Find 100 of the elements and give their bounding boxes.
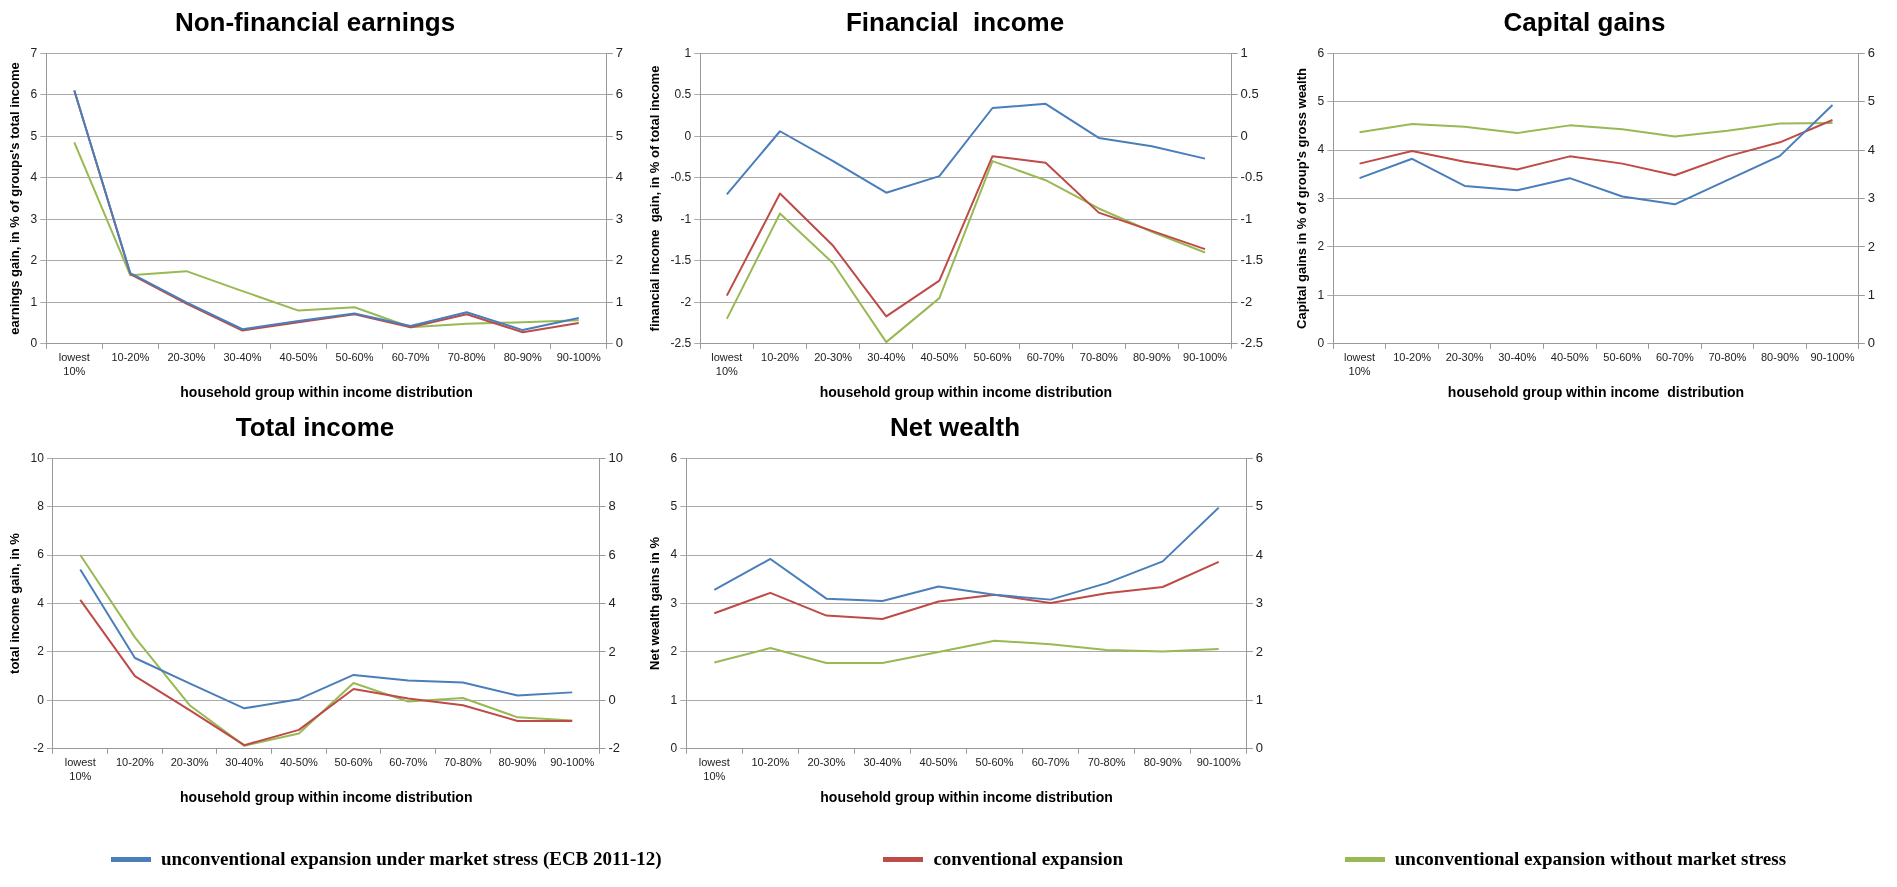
y2-tick-label: 2 (608, 643, 616, 659)
y2-tick-label: -2 (1240, 293, 1253, 309)
x-tick-label: 40-50% (279, 351, 318, 364)
y2-tick-label: -1 (1240, 210, 1253, 226)
x-tick-label: 80-90% (503, 351, 542, 364)
x-tick-label: 50-60% (1603, 351, 1642, 364)
x-tick-label: 20-30% (170, 756, 209, 769)
x-tick-label: 20-30% (807, 756, 846, 769)
x-tick-label: 10-20% (115, 756, 155, 769)
y-tick-label: 6 (670, 450, 678, 465)
x-tick-label: 20-30% (167, 351, 206, 364)
y-tick-label: 0 (670, 741, 678, 756)
chart-title: Non-financial earnings (174, 6, 456, 37)
y2-tick-label: 5 (615, 127, 623, 143)
x-tick-label: 80-90% (1132, 351, 1172, 364)
y2-tick-label: 4 (608, 595, 616, 611)
y2-tick-label: 2 (1867, 238, 1875, 254)
x-axis-title: household group within income distribution (180, 789, 473, 806)
y-tick-label: 5 (30, 128, 38, 143)
y2-tick-label: 0 (608, 691, 616, 707)
x-tick-label: lowest 10% (1343, 351, 1376, 377)
x-tick-label: 30-40% (867, 351, 906, 364)
x-tick-label: 60-70% (1655, 351, 1695, 364)
y-tick-label: 3 (1317, 190, 1325, 205)
x-tick-label: 90-100% (1810, 351, 1855, 364)
y-tick-label: 2 (1317, 239, 1325, 254)
y-tick-label: 4 (30, 170, 38, 185)
x-tick-label: 50-60% (334, 756, 373, 769)
y2-tick-label: 5 (1255, 498, 1263, 514)
y-tick-label: 5 (1317, 93, 1325, 108)
y-tick-label: 0 (1317, 336, 1325, 351)
y-tick-label: -1 (680, 211, 692, 226)
y2-tick-label: 4 (1867, 141, 1875, 157)
y2-tick-label: 2 (1255, 643, 1263, 659)
y2-tick-label: 4 (615, 169, 623, 185)
y2-tick-label: -1.5 (1240, 252, 1264, 268)
chart-title: Total income (235, 411, 395, 442)
y2-tick-label: 3 (1867, 190, 1875, 206)
x-tick-label: 70-80% (443, 756, 483, 769)
y-tick-label: 5 (670, 498, 678, 513)
y2-tick-label: 6 (1867, 44, 1875, 60)
x-tick-label: 10-20% (761, 351, 800, 364)
y2-tick-label: 1 (615, 293, 623, 309)
x-tick-label: 80-90% (498, 756, 537, 769)
legend-label: conventional expansion (933, 848, 1123, 870)
y-tick-label: -0.5 (670, 170, 692, 185)
y-tick-label: 6 (1317, 45, 1325, 60)
x-tick-label: 10-20% (1393, 351, 1432, 364)
y2-tick-label: 7 (615, 44, 623, 60)
chart-title: Capital gains (1503, 6, 1666, 37)
x-tick-label: lowest 10% (698, 756, 730, 782)
x-tick-label: 50-60% (335, 351, 374, 364)
y-tick-label: 8 (37, 498, 45, 513)
x-tick-label: lowest 10% (58, 351, 90, 377)
y-tick-label: -1.5 (670, 253, 692, 268)
y-tick-label: 0.5 (674, 87, 692, 102)
y-tick-label: 4 (1317, 142, 1325, 157)
x-tick-label: 80-90% (1760, 351, 1800, 364)
x-axis-title: household group within income distribution (819, 384, 1113, 401)
y2-tick-label: 0 (615, 335, 623, 351)
y2-tick-label: -0.5 (1240, 169, 1264, 185)
chart-title: Financial income (845, 6, 1065, 37)
y2-tick-label: 1 (1255, 691, 1263, 707)
y-tick-label: -2 (33, 741, 45, 756)
x-tick-label: 70-80% (447, 351, 486, 364)
y-tick-label: 6 (30, 87, 38, 102)
y2-tick-label: 1 (1240, 44, 1248, 60)
x-tick-label: 80-90% (1143, 756, 1182, 769)
x-tick-label: 30-40% (223, 351, 262, 364)
y-axis-title: Net wealth gains in % (647, 536, 663, 670)
x-tick-label: 60-70% (389, 756, 428, 769)
x-tick-label: 70-80% (1708, 351, 1747, 364)
y2-tick-label: 1 (1867, 286, 1875, 302)
x-tick-label: 40-50% (1550, 351, 1589, 364)
x-tick-label: 40-50% (919, 756, 958, 769)
x-tick-label: lowest 10% (711, 351, 743, 377)
y2-tick-label: -2.5 (1240, 335, 1264, 351)
x-tick-label: lowest 10% (64, 756, 96, 782)
y2-tick-label: 6 (1255, 449, 1263, 465)
x-tick-label: 90-100% (1183, 351, 1228, 364)
y2-tick-label: 0 (1867, 335, 1875, 351)
x-axis-title: household group within income distribution (1447, 384, 1745, 401)
y2-tick-label: 2 (615, 252, 623, 268)
x-tick-label: 20-30% (814, 351, 853, 364)
y-tick-label: 1 (670, 692, 678, 707)
x-tick-label: 50-60% (973, 351, 1012, 364)
y-tick-label: 10 (30, 450, 45, 465)
y-tick-label: -2.5 (670, 336, 692, 351)
y-tick-label: 1 (684, 45, 692, 60)
x-axis-title: household group within income distribution (820, 789, 1113, 806)
y-tick-label: 2 (37, 644, 45, 659)
y-tick-label: 7 (30, 45, 38, 60)
y-tick-label: 4 (37, 595, 45, 610)
y-tick-label: 3 (30, 211, 38, 226)
x-tick-label: 50-60% (975, 756, 1014, 769)
y2-tick-label: 3 (615, 210, 623, 226)
y2-tick-label: 0 (1240, 127, 1248, 143)
y-tick-label: 3 (670, 595, 678, 610)
y2-tick-label: 5 (1867, 93, 1875, 109)
legend-label: unconventional expansion under market stress (ECB 2011-12) (160, 848, 662, 870)
